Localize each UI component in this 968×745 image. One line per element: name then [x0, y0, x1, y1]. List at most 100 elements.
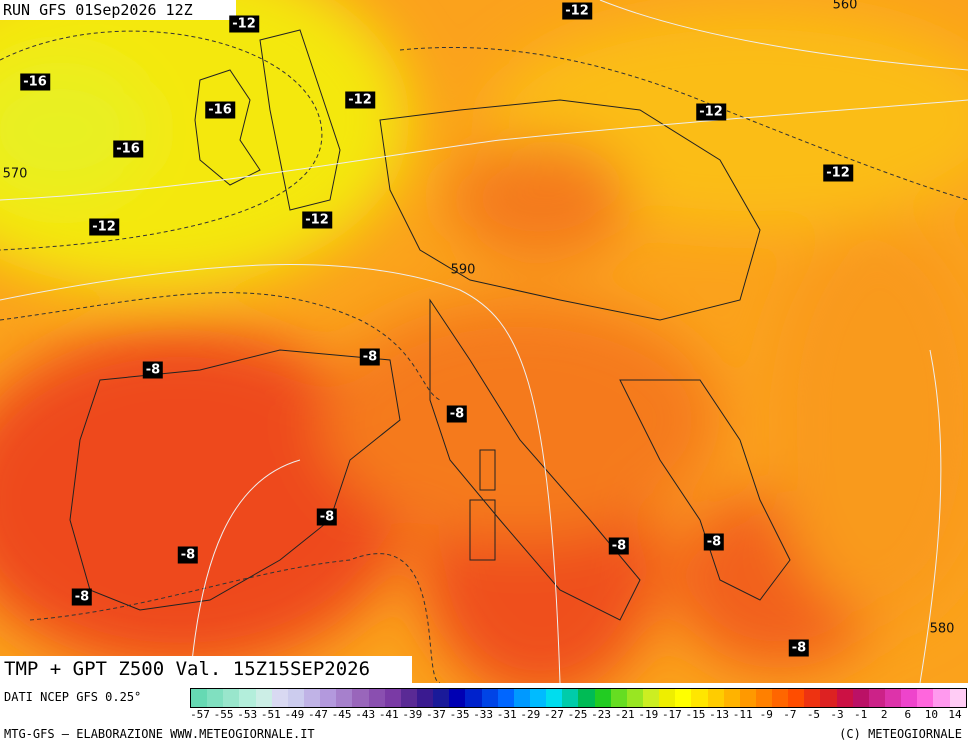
temperature-label: -12: [302, 211, 332, 229]
colorbar-swatch: [626, 689, 643, 707]
colorbar-swatch: [852, 689, 869, 707]
copyright: (C) METEOGIORNALE: [839, 727, 962, 741]
run-label: RUN GFS 01Sep2026 12Z: [3, 1, 193, 19]
colorbar-swatch: [578, 689, 595, 707]
map: [0, 0, 968, 683]
colorbar-label: -37: [426, 708, 446, 721]
colorbar-swatch: [885, 689, 902, 707]
colorbar-label: 10: [924, 708, 939, 721]
geopotential-label: 590: [450, 262, 476, 278]
colorbar-label: -9: [759, 708, 773, 721]
colorbar-swatch: [546, 689, 563, 707]
colorbar-label: -7: [783, 708, 797, 721]
colorbar-label: -17: [661, 708, 682, 721]
colorbar-swatch: [917, 689, 934, 707]
colorbar-swatch: [513, 689, 530, 707]
colorbar-label: 14: [948, 708, 962, 721]
colorbar-swatch: [207, 689, 224, 707]
temperature-label: -8: [788, 639, 810, 657]
colorbar-swatch: [191, 689, 208, 707]
colorbar-swatch: [336, 689, 353, 707]
colorbar-swatch: [433, 689, 450, 707]
temperature-label: -12: [696, 103, 726, 121]
colorbar-label: -41: [378, 708, 399, 721]
colorbar-label: -29: [520, 708, 541, 721]
geopotential-label: 560: [832, 0, 858, 13]
source: DATI NCEP GFS 0.25°: [4, 690, 142, 704]
colorbar-label: -47: [308, 708, 328, 721]
colorbar-label: -39: [402, 708, 423, 721]
colorbar-label: -49: [284, 708, 305, 721]
colorbar-swatch: [868, 689, 886, 707]
colorbar-labels: -57 -55 -53 -51 -49 -47 -45 -43 -41 -39 -37 -35 -33-…: [190, 708, 965, 722]
colorbar-label: -25: [567, 708, 588, 721]
colorbar-label: -11: [732, 708, 753, 721]
colorbar-swatch: [755, 689, 773, 707]
colorbar-label: -1: [854, 708, 868, 721]
colorbar-label: -57: [190, 708, 210, 721]
colorbar-label: -35: [449, 708, 470, 721]
temperature-label: -8: [316, 508, 338, 526]
colorbar-label: -27: [543, 708, 564, 721]
colorbar-label: -15: [685, 708, 706, 721]
colorbar: [190, 688, 967, 708]
temperature-label: -8: [359, 348, 381, 366]
colorbar-label: -13: [709, 708, 729, 721]
temperature-label: -16: [20, 73, 50, 91]
colorbar-label: -5: [806, 708, 821, 721]
temperature-label: -12: [562, 2, 592, 20]
temperature-label: -8: [608, 537, 630, 555]
colorbar-swatch: [400, 689, 417, 707]
colorbar-label: -33: [473, 708, 494, 721]
colorbar-label: -19: [638, 708, 659, 721]
credit: MTG-GFS — ELABORAZIONE WWW.METEOGIORNALE…: [4, 727, 315, 741]
colorbar-label: 6: [904, 708, 912, 721]
geopotential-label: 570: [2, 166, 28, 182]
temperature-label: -12: [823, 164, 853, 182]
colorbar-swatch: [804, 689, 821, 707]
temperature-label: -8: [177, 546, 199, 564]
colorbar-swatch: [723, 689, 740, 707]
colorbar-swatch: [303, 689, 321, 707]
temperature-label: -16: [205, 101, 235, 119]
temperature-label: -16: [113, 140, 143, 158]
colorbar-label: -45: [331, 708, 352, 721]
colorbar-label: -51: [260, 708, 281, 721]
colorbar-swatch: [901, 689, 918, 707]
temperature-label: -12: [229, 15, 259, 33]
colorbar-swatch: [788, 689, 805, 707]
temperature-label: -8: [71, 588, 93, 606]
colorbar-swatch: [320, 689, 337, 707]
colorbar-swatch: [255, 689, 272, 707]
colorbar-label: -23: [591, 708, 612, 721]
colorbar-swatch: [368, 689, 385, 707]
temperature-label: -8: [446, 405, 468, 423]
colorbar-swatch: [223, 689, 240, 707]
colorbar-label: -53: [237, 708, 258, 721]
geopotential-label: 580: [929, 621, 955, 637]
colorbar-swatch: [933, 689, 950, 707]
colorbar-label: -43: [355, 708, 376, 721]
colorbar-swatch: [594, 689, 611, 707]
temperature-label: -12: [89, 218, 119, 236]
colorbar-swatch: [707, 689, 724, 707]
temperature-label: -8: [703, 533, 725, 551]
colorbar-swatch: [675, 689, 692, 707]
colorbar-swatch: [481, 689, 498, 707]
colorbar-swatch: [287, 689, 304, 707]
colorbar-swatch: [384, 689, 401, 707]
colorbar-swatch: [949, 689, 966, 707]
colorbar-swatch: [642, 689, 660, 707]
temperature-label: -12: [345, 91, 375, 109]
colorbar-swatch: [239, 689, 256, 707]
colorbar-swatch: [820, 689, 837, 707]
colorbar-label: -3: [830, 708, 844, 721]
colorbar-swatch: [836, 689, 853, 707]
colorbar-label: -21: [614, 708, 635, 721]
colorbar-swatch: [465, 689, 482, 707]
colorbar-swatch: [529, 689, 547, 707]
colorbar-swatch: [497, 689, 514, 707]
colorbar-label: 2: [880, 708, 888, 721]
temperature-label: -8: [142, 361, 164, 379]
